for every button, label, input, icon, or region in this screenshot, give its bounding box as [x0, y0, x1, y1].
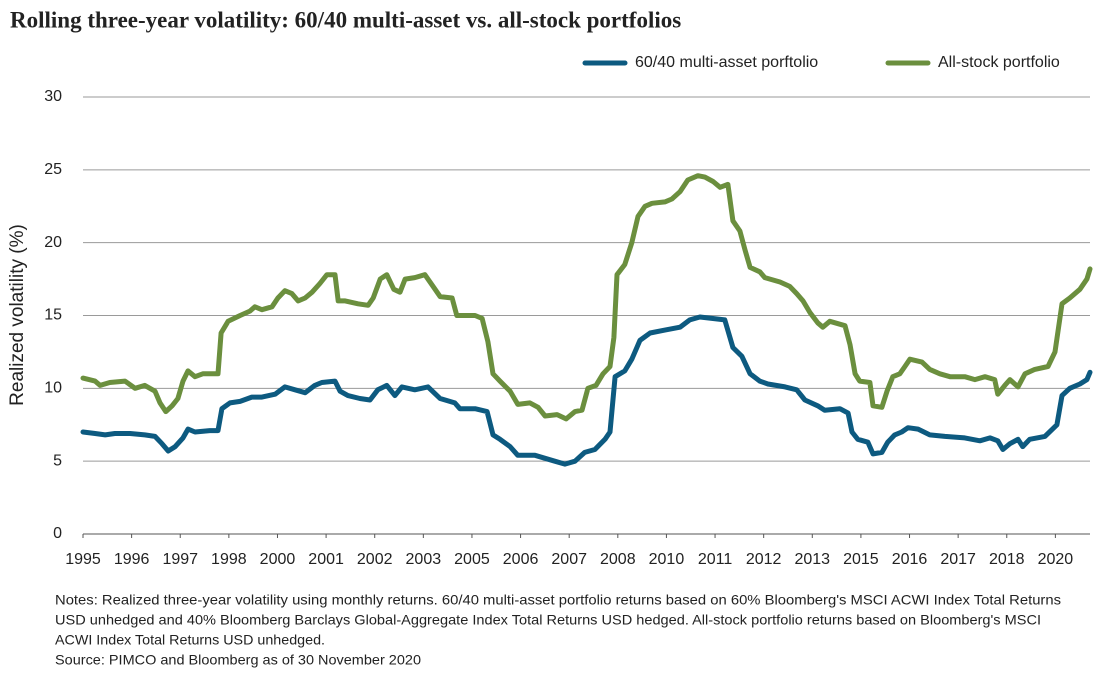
series-line — [80, 173, 1093, 422]
series-line — [80, 314, 1093, 467]
x-tick-label: 2015 — [843, 551, 879, 568]
legend-label: 60/40 multi-asset porftolio — [635, 54, 818, 71]
x-tick-label: 1997 — [162, 551, 198, 568]
y-tick-label: 0 — [53, 525, 62, 542]
x-tick-label: 2017 — [940, 551, 976, 568]
note-line: Notes: Realized three-year volatility us… — [55, 592, 1061, 608]
x-tick-label: 2012 — [746, 551, 782, 568]
x-tick-label: 2000 — [260, 551, 296, 568]
x-tick-label: 2011 — [698, 551, 733, 568]
y-tick-label: 30 — [44, 88, 62, 105]
y-tick-label: 15 — [44, 307, 62, 324]
x-tick-label: 2006 — [503, 551, 539, 568]
legend-label: All-stock portfolio — [938, 54, 1060, 71]
x-tick-label: 2010 — [649, 551, 685, 568]
x-tick-label: 2016 — [892, 551, 928, 568]
y-tick-label: 20 — [44, 234, 62, 251]
y-tick-label: 5 — [53, 452, 62, 469]
x-tick-label: 2003 — [406, 551, 442, 568]
x-tick-label: 1996 — [114, 551, 150, 568]
x-tick-label: 1995 — [65, 551, 101, 568]
x-tick-label: 2002 — [357, 551, 393, 568]
y-tick-label: 25 — [44, 161, 62, 178]
y-tick-label: 10 — [44, 380, 62, 397]
x-tick-label: 2007 — [551, 551, 587, 568]
x-tick-label: 2013 — [794, 551, 830, 568]
y-axis-label: Realized volatility (%) — [7, 224, 28, 406]
x-tick-label: 2001 — [308, 551, 344, 568]
note-line: USD unhedged and 40% Bloomberg Barclays … — [55, 612, 1041, 628]
note-line: ACWI Index Total Returns USD unhedged. — [55, 632, 325, 648]
x-tick-label: 1998 — [211, 551, 247, 568]
chart-title: Rolling three-year volatility: 60/40 mul… — [10, 7, 681, 32]
x-tick-label: 2018 — [989, 551, 1025, 568]
source: Source: PIMCO and Bloomberg as of 30 Nov… — [55, 652, 421, 668]
x-tick-label: 2020 — [1038, 551, 1074, 568]
x-tick-label: 2008 — [600, 551, 636, 568]
x-tick-label: 2005 — [454, 551, 490, 568]
